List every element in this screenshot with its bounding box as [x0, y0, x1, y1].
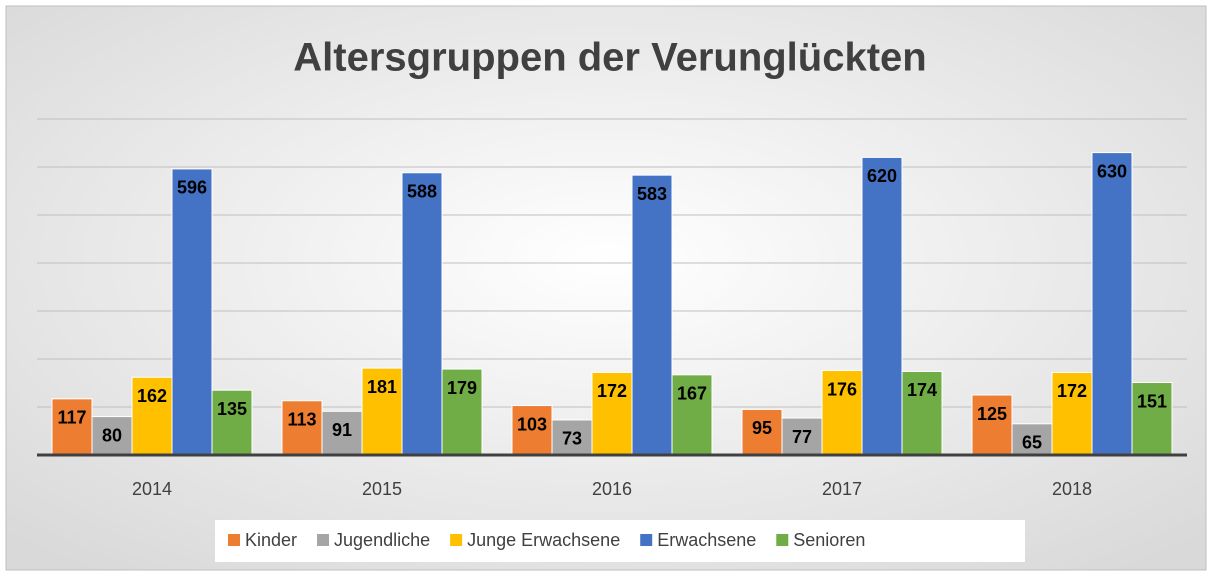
data-label: 95 [752, 418, 772, 438]
data-label: 181 [367, 377, 397, 397]
bar [741, 408, 783, 456]
legend-label: Junge Erwachsene [467, 530, 620, 550]
bar [591, 371, 633, 456]
bar [1131, 382, 1173, 456]
data-label: 588 [407, 182, 437, 202]
data-label: 65 [1022, 433, 1042, 453]
data-label: 179 [447, 378, 477, 398]
bar [321, 410, 363, 456]
legend-swatch [640, 534, 653, 546]
legend-label: Senioren [793, 530, 865, 550]
data-label: 113 [287, 410, 316, 430]
bar [51, 398, 93, 456]
bar [631, 174, 673, 456]
data-label: 77 [792, 427, 812, 447]
data-label: 91 [332, 420, 352, 440]
bar [971, 394, 1013, 456]
x-tick-label: 2014 [132, 479, 172, 499]
data-label: 172 [1057, 381, 1087, 401]
data-label: 80 [102, 425, 122, 445]
data-label: 172 [597, 381, 627, 401]
data-label: 583 [637, 184, 667, 204]
legend-label: Jugendliche [334, 530, 430, 550]
chart-title: Altersgruppen der Verunglückten [293, 36, 926, 80]
data-label: 125 [977, 404, 1007, 424]
bar [1011, 423, 1053, 456]
data-label: 151 [1137, 391, 1167, 411]
data-label: 176 [827, 379, 857, 399]
bar [861, 156, 903, 456]
bar [671, 374, 713, 456]
legend-background [215, 520, 1025, 562]
legend-label: Kinder [245, 530, 297, 550]
bar [401, 172, 443, 456]
legend-label: Erwachsene [657, 530, 756, 550]
legend-swatch [228, 534, 240, 546]
bar [281, 400, 323, 456]
bar [551, 419, 593, 456]
data-label: 117 [57, 408, 86, 428]
bar [901, 370, 943, 456]
data-label: 174 [907, 380, 937, 400]
legend-swatch [317, 534, 330, 546]
data-label: 162 [137, 386, 167, 406]
bar [441, 368, 483, 456]
data-label: 596 [177, 178, 207, 198]
x-tick-label: 2018 [1052, 479, 1092, 499]
bar [211, 389, 253, 456]
data-label: 167 [677, 384, 707, 404]
bar [781, 417, 823, 456]
bar [1091, 152, 1133, 456]
bar [821, 370, 863, 456]
data-label: 620 [867, 166, 897, 186]
x-tick-label: 2015 [362, 479, 402, 499]
data-label: 103 [517, 414, 547, 434]
x-tick-label: 2016 [592, 479, 632, 499]
bar [171, 168, 213, 456]
bar [131, 376, 173, 456]
bar [511, 405, 553, 456]
data-label: 135 [217, 399, 247, 419]
legend-swatch [776, 534, 789, 546]
legend-swatch [450, 534, 463, 546]
bar [1051, 371, 1093, 456]
x-tick-label: 2017 [822, 479, 862, 499]
data-label: 630 [1097, 161, 1127, 181]
data-label: 73 [562, 429, 582, 449]
